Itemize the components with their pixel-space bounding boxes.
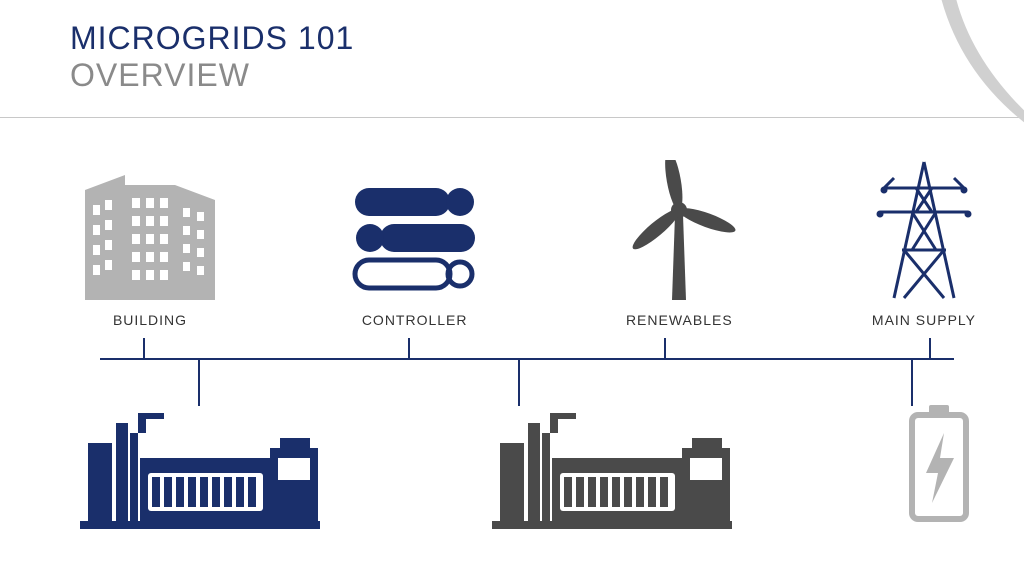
microgrid-diagram: BUILDING CONTROLLER	[70, 148, 984, 534]
page-title: MICROGRIDS 101	[70, 20, 1024, 57]
page-subtitle: OVERVIEW	[70, 57, 1024, 94]
bus-tick	[518, 358, 520, 406]
bus-tick	[408, 338, 410, 358]
generator-icon	[70, 403, 330, 533]
node-battery	[894, 403, 984, 538]
buildings-icon	[75, 160, 225, 300]
node-generator-1	[70, 403, 330, 538]
bus-tick	[198, 358, 200, 406]
node-label: RENEWABLES	[626, 312, 733, 328]
bus-tick	[143, 338, 145, 358]
node-generator-2	[482, 403, 742, 538]
diagram-bottom-row	[70, 403, 984, 538]
bus-tick	[664, 338, 666, 358]
generator-icon	[482, 403, 742, 533]
node-label: MAIN SUPPLY	[872, 312, 976, 328]
battery-icon	[904, 403, 974, 523]
header-divider	[0, 117, 1024, 118]
controller-icon	[345, 160, 485, 300]
slide-header: MICROGRIDS 101 OVERVIEW	[0, 0, 1024, 104]
corner-swoosh-decoration	[914, 0, 1024, 130]
node-main-supply: MAIN SUPPLY	[864, 160, 984, 328]
bus-tick	[911, 358, 913, 406]
node-controller: CONTROLLER	[335, 160, 495, 328]
pylon-icon	[874, 160, 974, 300]
node-label: BUILDING	[113, 312, 187, 328]
bus-tick	[929, 338, 931, 358]
wind-icon	[619, 160, 739, 300]
node-label: CONTROLLER	[362, 312, 468, 328]
diagram-top-row: BUILDING CONTROLLER	[70, 148, 984, 328]
bus-line	[100, 358, 954, 360]
node-building: BUILDING	[70, 160, 230, 328]
node-renewables: RENEWABLES	[599, 160, 759, 328]
